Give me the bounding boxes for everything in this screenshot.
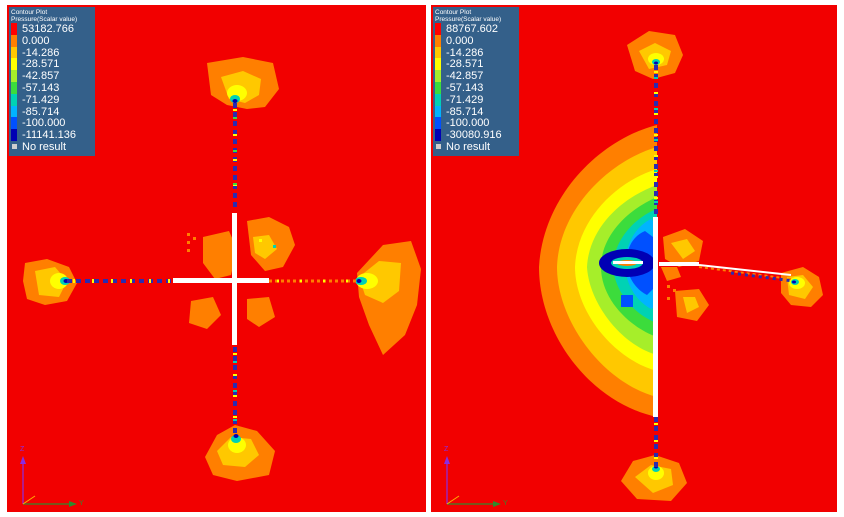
legend-value: -14.286 bbox=[446, 46, 484, 59]
legend-title-line2: Pressure(Scalar value) bbox=[11, 16, 78, 23]
legend-title-line2: Pressure(Scalar value) bbox=[435, 16, 502, 23]
legend-level: -28.571 bbox=[435, 58, 519, 70]
axis-z-label: Z bbox=[444, 446, 449, 453]
legend-level: 53182.766 bbox=[11, 23, 95, 35]
no-result-label: No result bbox=[446, 140, 491, 153]
legend-level: 0.000 bbox=[435, 34, 519, 47]
legend-no-result: No result bbox=[11, 141, 95, 153]
axis-triad-icon bbox=[444, 456, 501, 507]
legend-swatch bbox=[435, 58, 441, 71]
legend-swatch bbox=[11, 58, 17, 71]
axis-triad-left: Z Y bbox=[15, 442, 85, 510]
legend-value: -71.429 bbox=[22, 93, 60, 106]
legend-level: 88767.602 bbox=[435, 23, 519, 35]
legend-value: 53182.766 bbox=[22, 23, 74, 35]
legend-swatch bbox=[435, 46, 441, 59]
legend-swatch bbox=[435, 93, 441, 106]
legend-level: -14.286 bbox=[435, 46, 519, 59]
axis-y-label: Y bbox=[79, 500, 84, 507]
legend-level: -30080.916 bbox=[435, 129, 519, 141]
legend-value: -28.571 bbox=[22, 58, 60, 71]
contour-field-right bbox=[539, 31, 823, 501]
no-result-label: No result bbox=[22, 140, 67, 153]
legend-level: -85.714 bbox=[435, 105, 519, 118]
contour-viewport-left[interactable]: Contour Plot Pressure(Scalar value) 5318… bbox=[7, 5, 426, 512]
contour-viewport-right[interactable]: Contour Plot Pressure(Scalar value) 8876… bbox=[431, 5, 837, 512]
contour-legend-left: Contour Plot Pressure(Scalar value) 5318… bbox=[9, 7, 95, 156]
legend-swatch bbox=[11, 81, 17, 94]
legend-value: 0.000 bbox=[446, 34, 474, 47]
axis-y-label: Y bbox=[503, 500, 508, 507]
legend-swatch bbox=[11, 105, 17, 118]
legend-value: -57.143 bbox=[446, 81, 484, 94]
legend-title-line1: Contour Plot bbox=[11, 9, 48, 16]
legend-level: 0.000 bbox=[11, 34, 95, 47]
contour-legend-right: Contour Plot Pressure(Scalar value) 8876… bbox=[433, 7, 519, 156]
legend-value: -71.429 bbox=[446, 93, 484, 106]
legend-level: -71.429 bbox=[11, 93, 95, 106]
legend-value: -85.714 bbox=[22, 105, 60, 118]
no-result-swatch bbox=[436, 143, 441, 149]
legend-level: -11141.136 bbox=[11, 129, 95, 141]
legend-swatch bbox=[435, 105, 441, 118]
legend-swatch bbox=[11, 129, 17, 141]
legend-value: 88767.602 bbox=[446, 23, 498, 35]
legend-value: -30080.916 bbox=[446, 129, 502, 142]
legend-swatch bbox=[11, 93, 17, 106]
legend-swatch bbox=[11, 117, 17, 130]
legend-swatch bbox=[11, 34, 17, 47]
legend-value: -85.714 bbox=[446, 105, 484, 118]
legend-no-result: No result bbox=[435, 141, 519, 153]
legend-level: -42.857 bbox=[435, 70, 519, 82]
legend-title-line1: Contour Plot bbox=[435, 9, 472, 16]
legend-value: -100.000 bbox=[446, 117, 490, 130]
axis-z-label: Z bbox=[20, 446, 25, 453]
legend-level: -28.571 bbox=[11, 58, 95, 70]
legend-level: -100.000 bbox=[435, 117, 519, 129]
axis-triad-icon bbox=[20, 456, 77, 507]
legend-value: -11141.136 bbox=[22, 129, 77, 142]
legend-value: -100.000 bbox=[22, 117, 66, 130]
legend-value: -14.286 bbox=[22, 46, 60, 59]
legend-swatch bbox=[11, 46, 17, 59]
legend-swatch bbox=[435, 70, 441, 82]
legend-value: 0.000 bbox=[22, 34, 50, 47]
legend-level: -85.714 bbox=[11, 105, 95, 118]
legend-level: -57.143 bbox=[11, 81, 95, 94]
legend-value: -42.857 bbox=[22, 70, 60, 83]
legend-swatch bbox=[435, 81, 441, 94]
contour-field-left bbox=[23, 57, 421, 481]
legend-level: -42.857 bbox=[11, 70, 95, 82]
legend-value: -28.571 bbox=[446, 58, 484, 71]
legend-swatch bbox=[11, 23, 17, 35]
legend-level: -71.429 bbox=[435, 93, 519, 106]
no-result-swatch bbox=[12, 143, 17, 149]
legend-swatch bbox=[435, 34, 441, 47]
legend-swatch bbox=[435, 23, 441, 35]
legend-swatch bbox=[435, 117, 441, 130]
legend-value: -42.857 bbox=[446, 70, 484, 83]
legend-level: -14.286 bbox=[11, 46, 95, 59]
legend-level: -57.143 bbox=[435, 81, 519, 94]
legend-swatch bbox=[435, 129, 441, 141]
legend-value: -57.143 bbox=[22, 81, 60, 94]
legend-level: -100.000 bbox=[11, 117, 95, 129]
legend-swatch bbox=[11, 70, 17, 82]
axis-triad-right: Z Y bbox=[439, 442, 509, 510]
